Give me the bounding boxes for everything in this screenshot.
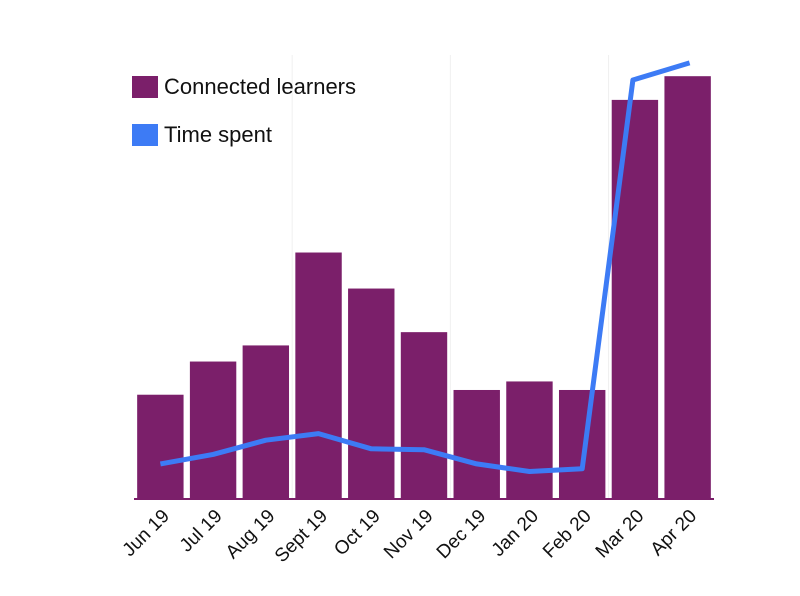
legend-label-line: Time spent — [164, 122, 273, 147]
legend: Connected learners Time spent — [132, 74, 356, 170]
line-series — [159, 60, 691, 474]
bar-mar-20 — [611, 99, 659, 499]
x-tick-label: Jun 19 — [119, 506, 174, 561]
legend-swatch-bars — [132, 76, 158, 98]
x-tick-label: Aug 19 — [222, 506, 279, 563]
x-tick-label: Jan 20 — [488, 506, 543, 561]
bar-feb-20 — [558, 389, 606, 499]
x-tick-label: Oct 19 — [330, 506, 384, 560]
x-tick-label: Mar 20 — [592, 506, 649, 563]
bar-dec-19 — [453, 389, 500, 499]
bar-aug-19 — [242, 345, 290, 499]
x-tick-label: Dec 19 — [433, 506, 490, 563]
x-tick-label: Sept 19 — [271, 506, 332, 567]
bar-jul-19 — [189, 361, 237, 499]
bar-apr-20 — [664, 76, 711, 499]
bar-sept-19 — [295, 252, 342, 499]
x-tick-label: Apr 20 — [647, 506, 701, 560]
bar-nov-19 — [400, 332, 448, 499]
legend-item-line: Time spent — [132, 122, 356, 148]
bar-jun-19 — [137, 394, 184, 499]
legend-swatch-line — [132, 124, 158, 146]
x-tick-label: Feb 20 — [539, 506, 596, 563]
bar-oct-19 — [348, 288, 395, 499]
legend-label-bars: Connected learners — [164, 74, 357, 99]
x-tick-label: Nov 19 — [380, 506, 437, 563]
x-tick-label: Jul 19 — [176, 506, 227, 557]
legend-item-bars: Connected learners — [132, 74, 356, 100]
bar-jan-20 — [506, 381, 553, 499]
